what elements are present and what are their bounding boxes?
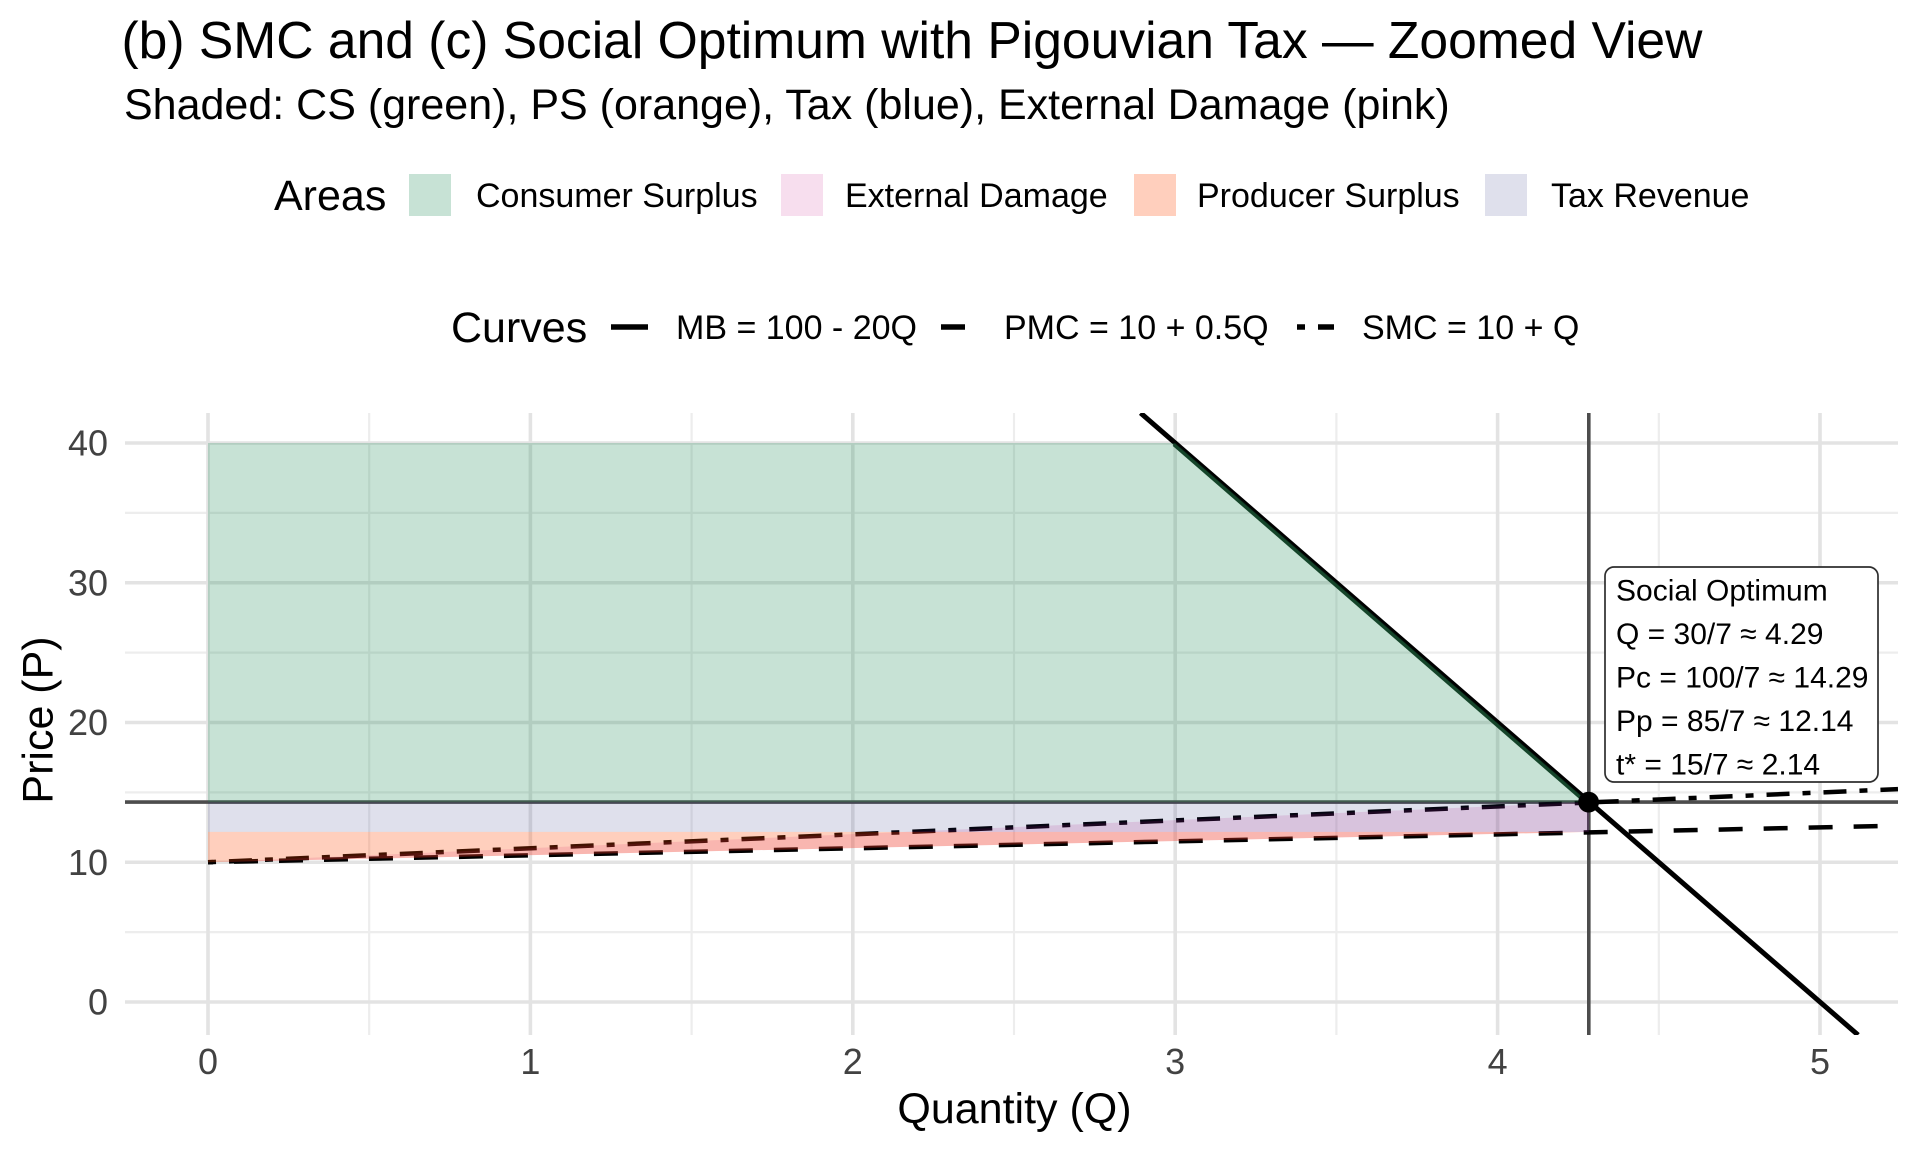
svg-text:Areas: Areas [274, 172, 386, 220]
svg-text:2: 2 [843, 1041, 863, 1082]
svg-text:Consumer Surplus: Consumer Surplus [476, 177, 758, 215]
svg-text:1: 1 [520, 1041, 540, 1082]
svg-text:0: 0 [88, 982, 108, 1023]
svg-text:External Damage: External Damage [845, 177, 1108, 215]
svg-text:20: 20 [68, 702, 108, 743]
svg-text:SMC = 10 + Q: SMC = 10 + Q [1362, 309, 1579, 347]
svg-text:Producer Surplus: Producer Surplus [1197, 177, 1460, 215]
svg-text:(b) SMC and (c) Social Optimum: (b) SMC and (c) Social Optimum with Pigo… [122, 11, 1704, 69]
svg-text:4: 4 [1488, 1041, 1508, 1082]
svg-text:MB = 100 - 20Q: MB = 100 - 20Q [676, 309, 917, 347]
svg-text:10: 10 [68, 842, 108, 883]
svg-text:Pp = 85/7 ≈ 12.14: Pp = 85/7 ≈ 12.14 [1616, 705, 1853, 738]
svg-text:5: 5 [1810, 1041, 1830, 1082]
svg-text:Pc = 100/7 ≈ 14.29: Pc = 100/7 ≈ 14.29 [1616, 662, 1868, 695]
svg-text:Curves: Curves [451, 304, 587, 352]
svg-text:Social Optimum: Social Optimum [1616, 575, 1828, 608]
svg-text:Q = 30/7 ≈ 4.29: Q = 30/7 ≈ 4.29 [1616, 618, 1823, 651]
svg-text:Tax Revenue: Tax Revenue [1551, 177, 1749, 215]
svg-text:30: 30 [68, 563, 108, 604]
svg-text:40: 40 [68, 423, 108, 464]
svg-text:PMC = 10 + 0.5Q: PMC = 10 + 0.5Q [1004, 309, 1269, 347]
svg-text:t* = 15/7 ≈ 2.14: t* = 15/7 ≈ 2.14 [1616, 749, 1820, 782]
svg-text:3: 3 [1165, 1041, 1185, 1082]
svg-text:Price (P): Price (P) [15, 636, 63, 803]
svg-text:Quantity (Q): Quantity (Q) [897, 1085, 1131, 1133]
svg-text:0: 0 [198, 1041, 218, 1082]
svg-text:Shaded: CS (green), PS (orange: Shaded: CS (green), PS (orange), Tax (bl… [124, 81, 1450, 129]
